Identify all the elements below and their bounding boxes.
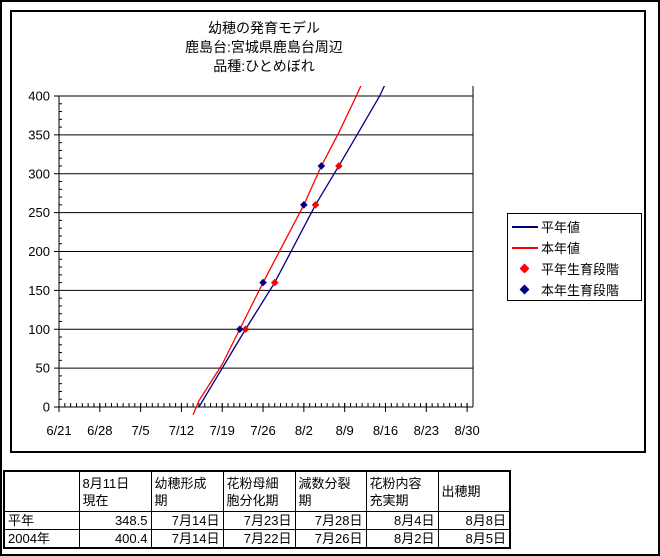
table-cell: 8月4日	[365, 511, 439, 530]
chart-title: 幼穂の発育モデル 鹿島台:宮城県鹿島台周辺 品種:ひとめぼれ	[12, 19, 516, 76]
legend-label: 本年生育段階	[541, 283, 620, 298]
legend-item-heinen-value: 平年値	[508, 216, 641, 237]
svg-text:50: 50	[36, 361, 50, 376]
svg-text:8/9: 8/9	[336, 423, 354, 438]
svg-text:0: 0	[43, 400, 50, 415]
table-header-asof: 8月11日 現在	[78, 470, 152, 512]
svg-text:350: 350	[28, 127, 50, 142]
table-row-heinen: 平年 348.5 7月14日 7月23日 7月28日 8月4日 8月8日	[3, 511, 511, 530]
row-label: 平年	[3, 511, 80, 530]
table-cell: 400.4	[78, 529, 152, 549]
chart-panel: 幼穂の発育モデル 鹿島台:宮城県鹿島台周辺 品種:ひとめぼれ 0 50 100 150…	[10, 10, 646, 453]
table-cell: 7月26日	[294, 529, 367, 549]
legend-label: 平年生育段階	[541, 262, 620, 277]
svg-text:6/28: 6/28	[87, 423, 112, 438]
diamond-marker-icon	[508, 263, 541, 274]
legend-label: 平年値	[541, 220, 581, 235]
legend-item-honnen-value: 本年値	[508, 237, 641, 258]
legend-item-heinen-stage: 平年生育段階	[508, 258, 641, 279]
table-header-pollen-mother-cell: 花粉母細 胞分化期	[222, 470, 296, 512]
table-cell: 8月5日	[437, 529, 511, 549]
table-header-panicle-formation: 幼穂形成 期	[150, 470, 224, 512]
svg-text:8/30: 8/30	[454, 423, 479, 438]
svg-text:8/2: 8/2	[295, 423, 313, 438]
table-cell: 7月23日	[222, 511, 296, 530]
svg-text:150: 150	[28, 283, 50, 298]
diamond-marker-icon	[508, 284, 541, 295]
svg-text:100: 100	[28, 322, 50, 337]
svg-text:200: 200	[28, 244, 50, 259]
table-cell: 8月8日	[437, 511, 511, 530]
chart-title-line-1: 幼穂の発育モデル	[208, 20, 320, 36]
table-cell: 7月14日	[150, 511, 224, 530]
line-sample-icon	[508, 246, 541, 249]
chart-title-line-2: 鹿島台:宮城県鹿島台周辺	[185, 39, 343, 55]
svg-text:6/21: 6/21	[46, 423, 71, 438]
table-header-meiosis: 減数分裂 期	[294, 470, 367, 512]
table-cell: 8月2日	[365, 529, 439, 549]
svg-text:300: 300	[28, 166, 50, 181]
growth-chart: 0 50 100 150 200 250 300 350 400 6/21 6/28 7/5 7/12 7…	[28, 86, 480, 438]
svg-text:7/5: 7/5	[132, 423, 150, 438]
table-header-pollen-filling: 花粉内容 充実期	[365, 470, 439, 512]
legend-item-honnen-stage: 本年生育段階	[508, 279, 641, 300]
legend-label: 本年値	[541, 241, 581, 256]
table-cell: 7月28日	[294, 511, 367, 530]
table-header-row: 8月11日 現在 幼穂形成 期 花粉母細 胞分化期 減数分裂 期 花粉内容 充実…	[3, 470, 511, 512]
table-row-2004: 2004年 400.4 7月14日 7月22日 7月26日 8月2日 8月5日	[3, 529, 511, 549]
svg-text:400: 400	[28, 89, 50, 104]
table-header-heading: 出穂期	[437, 470, 511, 512]
table-cell: 348.5	[78, 511, 152, 530]
table-cell: 7月14日	[150, 529, 224, 549]
svg-text:7/26: 7/26	[250, 423, 275, 438]
line-sample-icon	[508, 225, 541, 228]
stage-table: 8月11日 現在 幼穂形成 期 花粉母細 胞分化期 減数分裂 期 花粉内容 充実…	[3, 470, 511, 549]
row-label: 2004年	[3, 529, 80, 549]
table-cell: 7月22日	[222, 529, 296, 549]
chart-legend: 平年値 本年値 平年生育段階 本年生育段階	[507, 213, 642, 301]
svg-text:8/23: 8/23	[414, 423, 439, 438]
svg-text:7/19: 7/19	[210, 423, 235, 438]
svg-text:7/12: 7/12	[169, 423, 194, 438]
svg-text:250: 250	[28, 205, 50, 220]
chart-title-line-3: 品種:ひとめぼれ	[213, 58, 315, 74]
table-header-empty	[3, 470, 80, 512]
svg-text:8/16: 8/16	[373, 423, 398, 438]
